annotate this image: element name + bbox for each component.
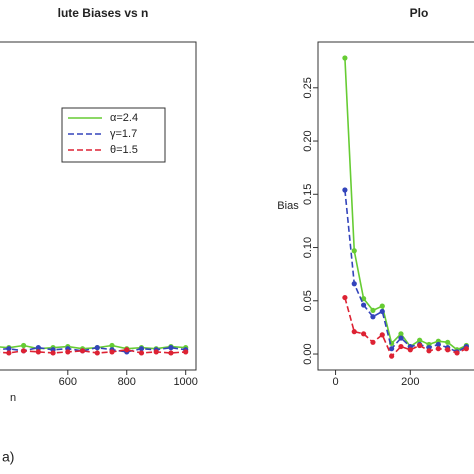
data-point: [463, 346, 469, 352]
data-point: [6, 346, 12, 352]
data-point: [35, 349, 41, 355]
data-point: [379, 308, 385, 315]
data-point: [435, 341, 441, 348]
data-point: [6, 350, 12, 356]
data-point: [351, 329, 357, 335]
data-point: [342, 55, 348, 61]
data-point: [65, 349, 71, 355]
data-point: [379, 303, 385, 309]
legend-label: α=2.4: [110, 112, 138, 124]
x-tick-label: 600: [59, 376, 77, 388]
data-point: [138, 350, 145, 356]
series-line: [344, 189, 467, 353]
legend-label: θ=1.5: [110, 144, 138, 156]
x-tick-label: 0: [333, 376, 339, 388]
y-tick-label: 0.05: [302, 290, 314, 311]
chart-title: Plo: [410, 6, 429, 20]
y-tick-label: 0.20: [302, 130, 314, 151]
data-point: [94, 350, 100, 356]
y-tick-label: 0.00: [302, 343, 314, 364]
data-point: [35, 345, 41, 351]
y-tick-label: 0.15: [302, 184, 314, 205]
chart-title: lute Biases vs n: [58, 6, 149, 20]
data-point: [360, 296, 367, 302]
plot-frame: [317, 41, 474, 371]
plot-area: [342, 55, 469, 359]
data-point: [379, 332, 385, 338]
data-point: [124, 347, 130, 353]
data-point: [370, 314, 376, 320]
y-tick-label: 0.10: [302, 237, 314, 258]
data-point: [168, 350, 174, 356]
x-tick-label: 200: [401, 376, 419, 388]
plot-frame: [0, 41, 197, 371]
data-point: [398, 335, 404, 341]
x-tick-label: 800: [118, 376, 136, 388]
y-axis-label: Bias: [277, 200, 299, 212]
data-point: [79, 348, 86, 354]
data-point: [183, 349, 189, 355]
data-point: [389, 346, 395, 352]
data-point: [168, 345, 174, 351]
data-point: [109, 342, 115, 349]
data-point: [360, 302, 367, 308]
data-point: [426, 348, 432, 354]
caption: a): [2, 449, 14, 465]
data-point: [50, 350, 56, 356]
data-point: [109, 349, 115, 355]
data-point: [417, 342, 423, 349]
data-point: [370, 307, 376, 313]
data-point: [138, 346, 145, 352]
data-point: [342, 187, 348, 193]
data-point: [153, 349, 159, 355]
data-point: [435, 346, 441, 352]
data-point: [360, 331, 367, 337]
data-point: [407, 347, 413, 353]
data-point: [351, 248, 357, 254]
data-point: [342, 294, 348, 301]
data-point: [398, 331, 404, 337]
x-axis-label: n: [10, 392, 16, 404]
data-point: [417, 337, 423, 343]
data-point: [351, 281, 357, 287]
data-point: [445, 339, 451, 345]
data-point: [445, 347, 451, 353]
legend-box: [61, 107, 166, 163]
data-point: [398, 343, 404, 350]
data-point: [20, 342, 27, 349]
data-point: [389, 353, 395, 359]
x-tick-label: 1000: [173, 376, 197, 388]
data-point: [94, 345, 100, 351]
data-point: [20, 348, 27, 354]
data-point: [370, 339, 376, 345]
data-point: [454, 350, 460, 356]
plot-area: [0, 342, 189, 356]
y-tick-label: 0.25: [302, 77, 314, 98]
legend-label: γ=1.7: [110, 128, 137, 140]
